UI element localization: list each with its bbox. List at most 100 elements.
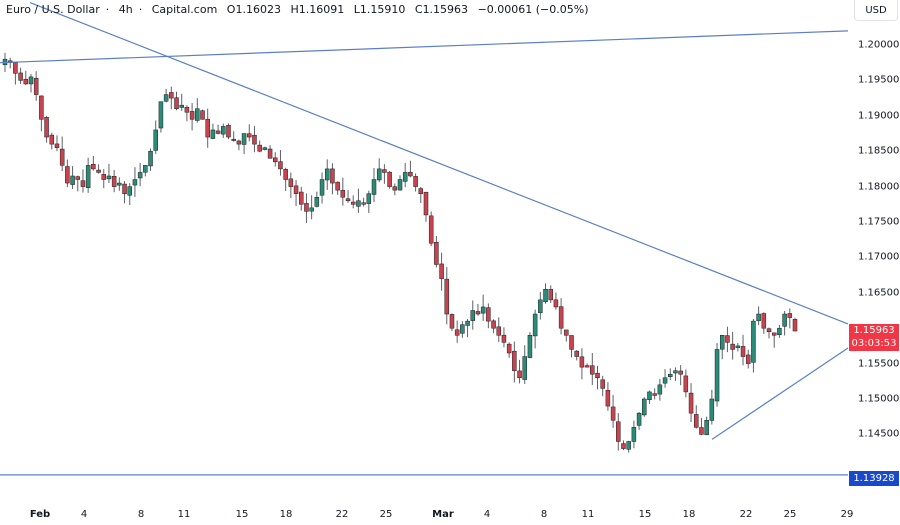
support-level-tag: 1.13928 (849, 471, 899, 486)
candle-down (101, 174, 106, 180)
candle-down (548, 289, 553, 301)
candle-down (595, 372, 600, 379)
candle-down (387, 171, 392, 187)
candle-down (330, 168, 335, 184)
candle-up (756, 313, 761, 322)
interval-label[interactable]: 4h (118, 3, 133, 16)
candle-down (553, 299, 559, 308)
candle-down (491, 320, 496, 329)
candle-up (751, 320, 756, 363)
candle-down (340, 190, 346, 198)
bar-countdown: 03:03:53 (851, 338, 897, 349)
candle-down (413, 176, 418, 187)
candle-up (636, 412, 642, 426)
candle-down (496, 326, 501, 336)
candle-up (465, 320, 470, 326)
y-tick-label: 1.16500 (858, 287, 900, 299)
candle-down (361, 202, 366, 205)
candle-up (28, 76, 34, 85)
candle-down (678, 370, 683, 375)
x-tick-label: 15 (638, 509, 652, 520)
candle-down (247, 133, 252, 138)
candle-up (309, 207, 314, 212)
candle-down (350, 201, 356, 205)
candle-down (96, 169, 101, 173)
currency-selector[interactable]: USD (854, 0, 898, 21)
candle-up (356, 200, 361, 207)
candle-down (787, 313, 793, 318)
candle-down (730, 343, 735, 350)
candle-down (418, 188, 424, 194)
candle-up (647, 391, 652, 400)
candle-down (189, 111, 195, 120)
candle-up (714, 349, 720, 402)
candle-up (371, 179, 377, 195)
x-tick-label: 15 (235, 509, 249, 520)
candle-down (18, 72, 23, 81)
candle-down (205, 118, 210, 138)
candle-down (506, 343, 512, 354)
candle-down (226, 124, 231, 138)
candle-down (428, 215, 434, 244)
candle-up (642, 398, 647, 416)
candle-down (267, 148, 273, 159)
candle-up (85, 165, 91, 188)
candle-down (616, 421, 621, 442)
candle-up (127, 186, 132, 196)
trendline-descending-resistance[interactable] (29, 1, 849, 325)
candle-up (543, 289, 548, 303)
candle-down (335, 181, 340, 191)
y-tick-label: 1.14500 (858, 428, 900, 440)
candle-up (106, 175, 112, 180)
candle-down (39, 95, 44, 120)
ohlc-close: C1.15963 (414, 3, 469, 16)
candle-up (522, 356, 527, 380)
candle-down (584, 365, 590, 368)
trendline-upper-rising[interactable] (0, 30, 849, 64)
candle-up (631, 427, 637, 442)
candle-down (252, 134, 257, 145)
y-tick-label: 1.17000 (858, 251, 900, 263)
x-tick-label: 8 (540, 509, 548, 520)
candle-down (215, 130, 221, 134)
x-tick-label: 25 (379, 509, 393, 520)
candle-down (200, 110, 205, 120)
candle-down (766, 328, 772, 332)
candle-down (423, 191, 429, 216)
candle-up (153, 129, 158, 151)
candle-down (184, 106, 190, 113)
x-tick-label: 18 (279, 509, 293, 520)
candle-down (501, 334, 507, 343)
candle-down (475, 311, 481, 315)
candle-up (179, 104, 184, 108)
candle-up (195, 108, 200, 121)
candle-down (683, 375, 689, 393)
candle-down (75, 176, 81, 180)
x-tick-label: 11 (177, 509, 191, 520)
candle-down (444, 278, 450, 315)
y-tick-label: 1.17500 (858, 216, 900, 228)
candle-up (662, 377, 668, 384)
candle-up (626, 441, 631, 450)
candle-down (54, 143, 60, 148)
trendline-ascending-support[interactable] (711, 347, 849, 440)
candle-down (174, 97, 179, 109)
candle-up (262, 147, 268, 150)
candle-up (460, 324, 465, 334)
candle-down (65, 166, 70, 184)
symbol-name[interactable]: Euro / U.S. Dollar (6, 3, 100, 16)
candle-up (735, 345, 741, 348)
candle-down (392, 186, 398, 191)
candle-down (122, 183, 127, 194)
candle-down (792, 319, 798, 332)
candle-down (610, 406, 616, 421)
candle-down (91, 164, 96, 170)
candle-down (169, 92, 174, 99)
y-tick-label: 1.15000 (858, 393, 900, 405)
x-tick-label: 18 (682, 509, 696, 520)
candle-down (699, 427, 704, 435)
candle-down (600, 379, 605, 389)
y-tick-label: 1.15500 (858, 358, 900, 370)
